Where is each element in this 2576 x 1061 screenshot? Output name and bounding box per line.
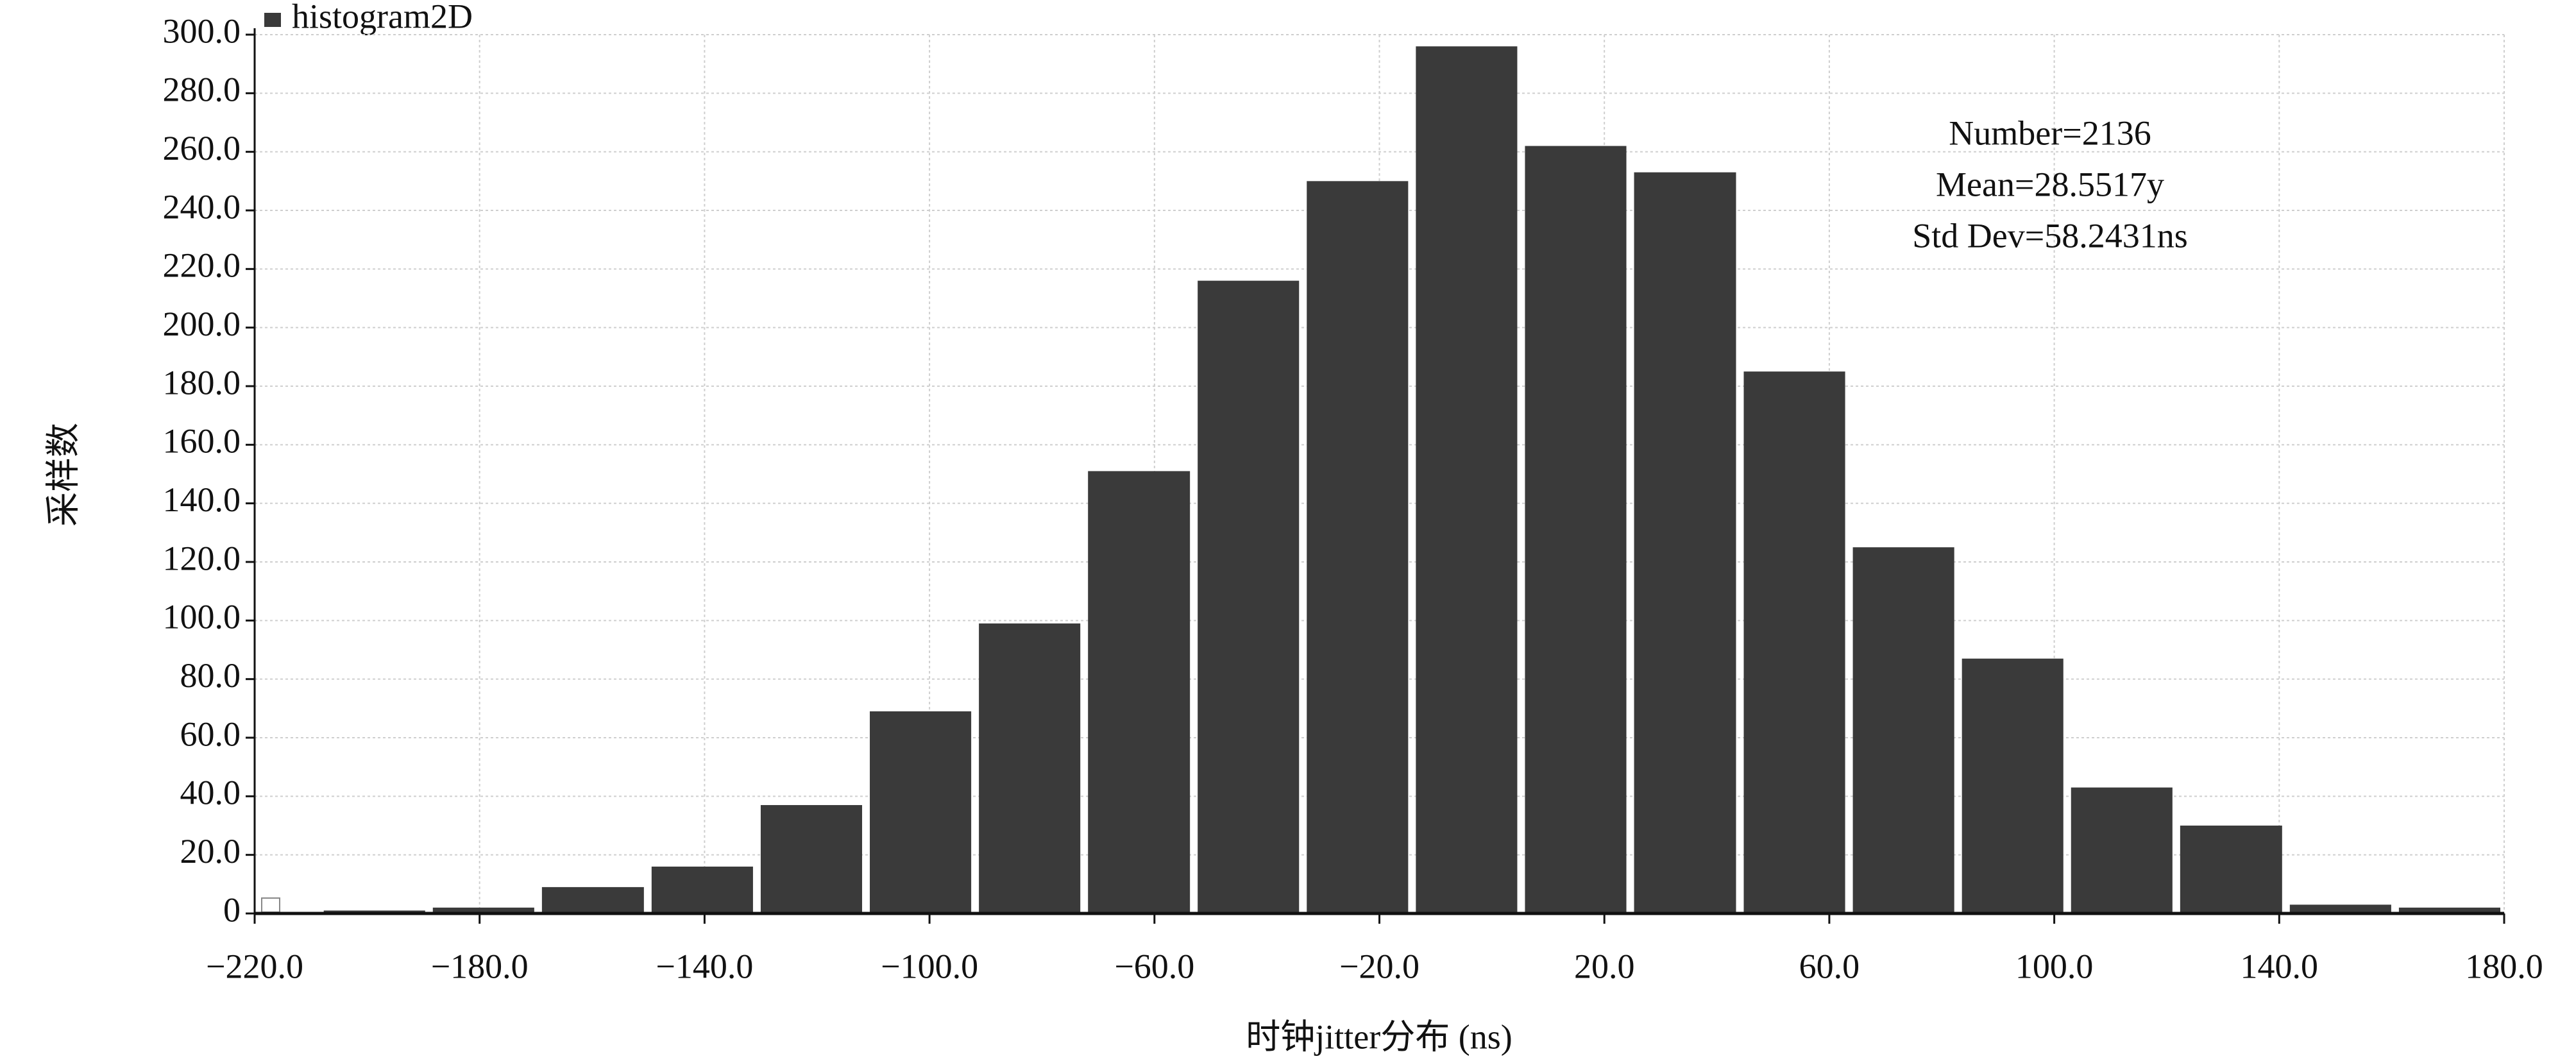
y-tick-label: 280.0 (163, 71, 241, 109)
y-tick-label: 0 (223, 890, 241, 929)
bar (541, 887, 644, 913)
bar (1852, 547, 1954, 913)
bar (1088, 471, 1191, 913)
bar (760, 805, 863, 913)
bar (979, 623, 1081, 913)
x-tick-label: 100.0 (2015, 947, 2094, 985)
y-tick-label: 220.0 (163, 246, 241, 285)
y-tick-label: 40.0 (180, 774, 241, 812)
x-tick-label: −220.0 (206, 947, 303, 985)
x-tick-label: −60.0 (1114, 947, 1194, 985)
y-tick-label: 60.0 (180, 715, 241, 753)
legend-label: histogram2D (292, 0, 473, 35)
y-tick-label: 80.0 (180, 656, 241, 695)
x-axis-label: 时钟jitter分布 (ns) (1246, 1017, 1512, 1056)
corner-icon (261, 897, 280, 913)
y-axis-label: 采样数 (44, 423, 82, 527)
bar (1416, 46, 1518, 913)
y-tick-label: 120.0 (163, 539, 241, 577)
bar (2071, 787, 2173, 913)
bar (1743, 371, 1845, 913)
bar (432, 907, 534, 913)
bar (1525, 146, 1627, 914)
y-tick-label: 300.0 (163, 12, 241, 50)
bar (2289, 904, 2391, 913)
y-tick-label: 160.0 (163, 422, 241, 461)
x-tick-label: 20.0 (1574, 947, 1635, 985)
bar (2398, 907, 2500, 913)
x-tick-label: 60.0 (1799, 947, 1860, 985)
x-tick-label: −180.0 (431, 947, 529, 985)
y-tick-label: 260.0 (163, 129, 241, 167)
bar (1198, 280, 1300, 914)
legend-swatch (264, 13, 281, 27)
bar (1307, 181, 1409, 913)
y-tick-label: 180.0 (163, 363, 241, 402)
x-tick-label: 180.0 (2465, 947, 2543, 985)
annotation: Mean=28.5517y (1936, 165, 2164, 203)
annotation: Number=2136 (1949, 114, 2151, 152)
y-tick-label: 200.0 (163, 305, 241, 343)
y-tick-label: 140.0 (163, 480, 241, 519)
bar (870, 711, 972, 913)
bar (2180, 826, 2282, 913)
x-tick-label: −140.0 (656, 947, 753, 985)
bar (651, 866, 753, 913)
bar (1634, 172, 1736, 914)
x-tick-label: 140.0 (2241, 947, 2319, 985)
annotation: Std Dev=58.2431ns (1912, 216, 2187, 255)
y-tick-label: 20.0 (180, 832, 241, 870)
bar (1962, 658, 2063, 913)
y-tick-label: 100.0 (163, 598, 241, 636)
y-tick-label: 240.0 (163, 187, 241, 226)
x-tick-label: −100.0 (881, 947, 978, 985)
x-tick-label: −20.0 (1339, 947, 1419, 985)
